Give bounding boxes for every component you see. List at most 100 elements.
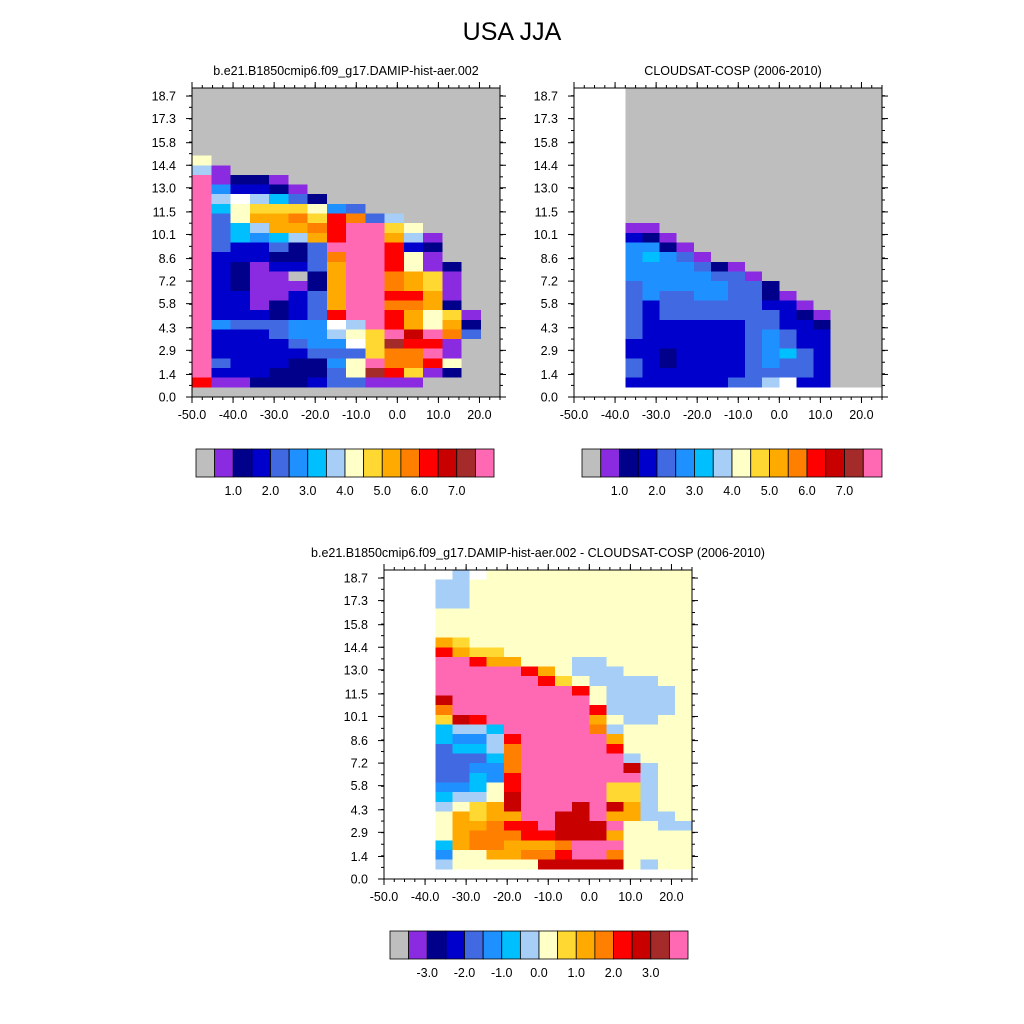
- heatmap-cell: [623, 618, 642, 629]
- heatmap-cell: [480, 252, 501, 263]
- heatmap-cell: [520, 811, 539, 822]
- heatmap-cell: [864, 252, 883, 263]
- heatmap-cell: [745, 290, 763, 302]
- heatmap-cell: [591, 300, 609, 311]
- heatmap-cell: [779, 145, 798, 157]
- heatmap-cell: [674, 840, 693, 851]
- heatmap-cell: [847, 184, 866, 195]
- y-tick-label: 0.0: [351, 873, 368, 887]
- heatmap-cell: [211, 116, 232, 128]
- heatmap-cell: [384, 714, 402, 726]
- heatmap-cell: [555, 666, 573, 677]
- heatmap-cell: [346, 136, 366, 147]
- x-tick-label: 10.0: [808, 408, 832, 422]
- heatmap-cell: [326, 155, 347, 166]
- colorbar-label: 3.0: [299, 484, 316, 498]
- y-tick-label: 4.3: [541, 321, 558, 335]
- heatmap-cell: [423, 329, 443, 340]
- heatmap-cell: [625, 310, 644, 321]
- heatmap-cell: [608, 290, 626, 302]
- heatmap-cell: [452, 618, 471, 629]
- heatmap-cell: [486, 724, 505, 735]
- heatmap-cell: [574, 339, 592, 350]
- heatmap-cell: [423, 213, 443, 224]
- heatmap-cell: [418, 850, 436, 861]
- colorbar-swatch: [862, 448, 883, 478]
- chart-panel-top-left: b.e21.B1850cmip6.f09_g17.DAMIP-hist-aer.…: [152, 64, 506, 498]
- heatmap-cell: [657, 685, 676, 697]
- heatmap-cell: [288, 319, 309, 331]
- heatmap-cell: [211, 252, 232, 263]
- heatmap-cell: [326, 145, 347, 157]
- heatmap-cell: [326, 319, 347, 331]
- heatmap-cell: [762, 165, 780, 176]
- heatmap-cell: [503, 656, 522, 668]
- heatmap-cell: [288, 290, 309, 302]
- heatmap-cell: [659, 377, 678, 388]
- heatmap-cell: [796, 348, 815, 359]
- heatmap-cell: [779, 261, 798, 273]
- heatmap-cell: [728, 126, 746, 137]
- heatmap-cell: [572, 830, 590, 841]
- heatmap-cell: [710, 252, 729, 263]
- heatmap-cell: [520, 753, 539, 764]
- heatmap-cell: [230, 252, 251, 263]
- heatmap-cell: [574, 155, 592, 166]
- heatmap-cell: [642, 319, 661, 331]
- heatmap-cell: [745, 203, 763, 215]
- heatmap-cell: [657, 743, 676, 755]
- heatmap-cell: [249, 252, 270, 263]
- heatmap-cell: [710, 242, 729, 253]
- heatmap-cell: [572, 637, 590, 648]
- heatmap-cell: [326, 271, 347, 282]
- heatmap-cell: [572, 608, 590, 619]
- heatmap-cell: [745, 377, 763, 388]
- heatmap-cell: [830, 165, 849, 176]
- heatmap-cell: [418, 570, 436, 581]
- heatmap-cell: [365, 329, 386, 340]
- heatmap-cell: [480, 377, 501, 388]
- heatmap-cell: [346, 281, 366, 292]
- heatmap-cell: [486, 714, 505, 726]
- heatmap-cell: [813, 213, 832, 224]
- y-tick-label: 7.2: [351, 757, 368, 771]
- heatmap-cell: [657, 724, 676, 735]
- colorbar-label: 4.0: [723, 484, 740, 498]
- heatmap-cell: [608, 223, 626, 234]
- heatmap-cell: [606, 695, 625, 706]
- heatmap-cell: [796, 281, 815, 292]
- heatmap-cell: [307, 358, 328, 369]
- heatmap-cell: [864, 88, 883, 99]
- heatmap-cell: [623, 801, 642, 813]
- heatmap-cell: [864, 290, 883, 302]
- heatmap-cell: [659, 232, 678, 244]
- y-tick-label: 4.3: [351, 803, 368, 817]
- colorbar-swatch: [600, 448, 620, 478]
- heatmap-cell: [442, 290, 463, 302]
- heatmap-cell: [623, 724, 642, 735]
- heatmap-cell: [693, 97, 712, 108]
- heatmap-cell: [538, 647, 556, 658]
- heatmap-cell: [326, 232, 347, 244]
- colorbar-swatch: [482, 930, 503, 960]
- heatmap-cell: [606, 589, 625, 600]
- heatmap-cell: [574, 126, 592, 137]
- heatmap-cell: [384, 647, 402, 658]
- heatmap-cell: [847, 261, 866, 273]
- heatmap-cell: [538, 811, 556, 822]
- heatmap-cell: [346, 97, 366, 108]
- heatmap-cell: [762, 116, 780, 128]
- heatmap-cell: [403, 213, 424, 224]
- heatmap-cell: [211, 271, 232, 282]
- heatmap-cell: [403, 319, 424, 331]
- heatmap-cell: [693, 155, 712, 166]
- heatmap-cell: [640, 579, 659, 590]
- heatmap-cell: [745, 165, 763, 176]
- heatmap-cell: [346, 290, 366, 302]
- heatmap-cell: [423, 97, 443, 108]
- heatmap-cell: [230, 329, 251, 340]
- heatmap-cell: [503, 618, 522, 629]
- heatmap-cell: [346, 194, 366, 205]
- heatmap-cell: [728, 223, 746, 234]
- heatmap-cell: [693, 242, 712, 253]
